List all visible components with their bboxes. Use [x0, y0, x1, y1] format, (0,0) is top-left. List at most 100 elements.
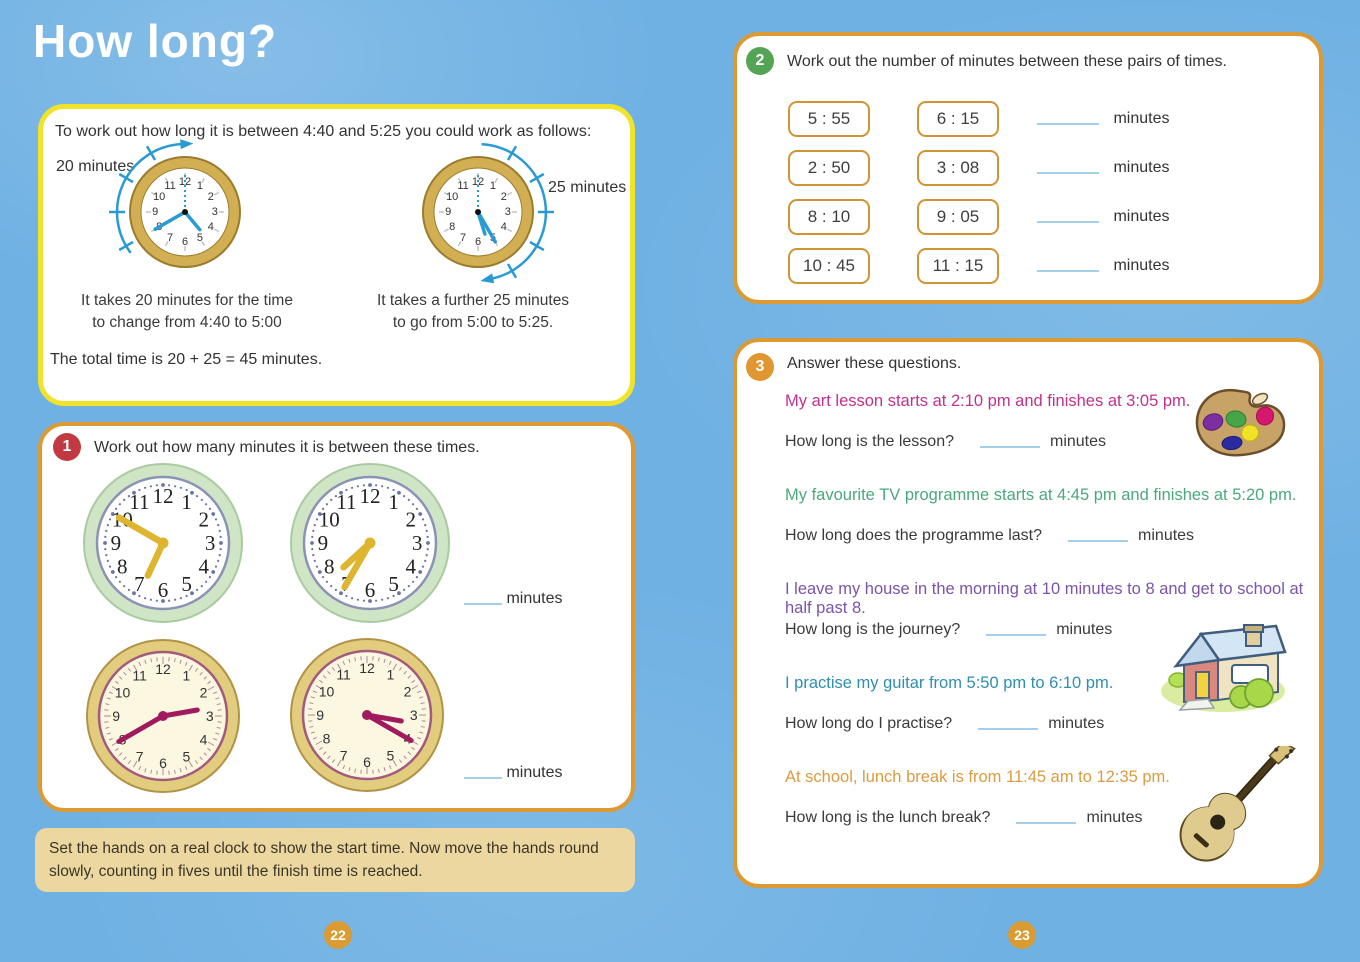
exercise1-prompt: Work out how many minutes it is between … — [94, 439, 480, 456]
svg-text:4: 4 — [199, 555, 210, 579]
answer-blank[interactable] — [1016, 807, 1077, 824]
guitar-icon — [1167, 741, 1299, 869]
q3-question: How long is the journey? minutes — [785, 619, 1113, 638]
svg-text:8: 8 — [324, 555, 335, 579]
answer-blank[interactable] — [464, 588, 502, 605]
q4-statement: I practise my guitar from 5:50 pm to 6:1… — [785, 674, 1114, 692]
svg-text:8: 8 — [117, 555, 128, 579]
svg-text:6: 6 — [475, 236, 481, 248]
svg-text:12: 12 — [179, 176, 191, 188]
arc-label-20-minutes: 20 minutes — [56, 158, 135, 175]
time-box: 2 : 50 — [788, 150, 870, 186]
answer-blank[interactable] — [986, 619, 1047, 636]
exercise2-prompt: Work out the number of minutes between t… — [787, 53, 1227, 70]
svg-text:5: 5 — [181, 572, 192, 596]
svg-text:8: 8 — [449, 221, 455, 233]
svg-text:5: 5 — [197, 232, 203, 244]
exercise1-answer-2: minutes — [464, 762, 562, 782]
q3-statement: I leave my house in the morning at 10 mi… — [785, 580, 1304, 617]
svg-text:8: 8 — [323, 730, 331, 746]
svg-text:6: 6 — [158, 578, 169, 602]
answer-blank[interactable] — [1037, 255, 1099, 272]
svg-text:11: 11 — [336, 667, 351, 683]
house-icon — [1156, 612, 1293, 719]
svg-text:7: 7 — [460, 232, 466, 244]
answer-blank[interactable] — [464, 762, 502, 779]
exercise1-answer-1: minutes — [464, 588, 562, 608]
svg-text:9: 9 — [152, 206, 158, 218]
svg-text:11: 11 — [457, 180, 468, 192]
example-box: To work out how long it is between 4:40 … — [38, 104, 635, 406]
example-clock-525: 123456789101112 — [403, 128, 588, 305]
answer-blank[interactable] — [978, 713, 1039, 730]
answer-blank[interactable] — [1037, 157, 1099, 174]
svg-text:7: 7 — [134, 572, 145, 596]
answer-blank[interactable] — [1068, 525, 1129, 542]
svg-text:11: 11 — [129, 490, 149, 514]
svg-text:11: 11 — [336, 490, 356, 514]
svg-text:1: 1 — [388, 490, 399, 514]
svg-text:3: 3 — [412, 531, 423, 555]
svg-text:2: 2 — [200, 685, 208, 701]
q4-question: How long do I practise? minutes — [785, 713, 1105, 732]
svg-text:1: 1 — [387, 667, 395, 683]
svg-text:12: 12 — [472, 176, 484, 188]
q2-question: How long does the programme last? minutes — [785, 525, 1195, 544]
q5-statement: At school, lunch break is from 11:45 am … — [785, 768, 1170, 786]
svg-text:9: 9 — [112, 708, 120, 724]
svg-text:9: 9 — [316, 707, 324, 723]
svg-text:2: 2 — [406, 507, 417, 531]
time-box: 6 : 15 — [917, 101, 999, 137]
answer-blank[interactable] — [1037, 108, 1099, 125]
svg-text:10: 10 — [319, 507, 340, 531]
svg-text:4: 4 — [200, 731, 208, 747]
svg-text:10: 10 — [115, 685, 131, 701]
svg-text:6: 6 — [365, 578, 376, 602]
svg-text:3: 3 — [206, 708, 214, 724]
exercise2-answer-2: minutes — [1037, 157, 1169, 177]
page-number-right: 23 — [1008, 921, 1036, 949]
svg-text:2: 2 — [501, 191, 507, 203]
svg-text:11: 11 — [132, 668, 147, 684]
svg-text:10: 10 — [153, 191, 165, 203]
svg-text:12: 12 — [359, 660, 375, 676]
svg-text:12: 12 — [153, 484, 174, 508]
svg-text:5: 5 — [388, 572, 399, 596]
svg-text:2: 2 — [208, 191, 214, 203]
exercise2-answer-1: minutes — [1037, 108, 1169, 128]
svg-text:6: 6 — [363, 754, 371, 770]
svg-text:3: 3 — [205, 531, 216, 555]
exercise3-badge: 3 — [746, 353, 774, 381]
svg-text:6: 6 — [182, 236, 188, 248]
time-box: 9 : 05 — [917, 199, 999, 235]
answer-blank[interactable] — [979, 431, 1040, 448]
exercise1-clock-end-1: 123456789101112 — [288, 461, 452, 630]
exercise2-badge: 2 — [746, 47, 774, 75]
svg-text:1: 1 — [197, 180, 203, 192]
svg-text:9: 9 — [445, 206, 451, 218]
svg-text:1: 1 — [183, 668, 191, 684]
time-box: 3 : 08 — [917, 150, 999, 186]
svg-text:3: 3 — [212, 206, 218, 218]
time-box: 11 : 15 — [917, 248, 999, 284]
svg-text:4: 4 — [501, 221, 507, 233]
svg-text:12: 12 — [360, 484, 381, 508]
answer-blank[interactable] — [1037, 206, 1099, 223]
svg-text:4: 4 — [208, 221, 214, 233]
svg-text:1: 1 — [181, 490, 192, 514]
example-caption-2: It takes a further 25 minutes to go from… — [376, 292, 570, 331]
time-box: 8 : 10 — [788, 199, 870, 235]
svg-text:7: 7 — [136, 749, 144, 765]
svg-text:12: 12 — [155, 661, 171, 677]
exercise2-box: 2 Work out the number of minutes between… — [733, 32, 1323, 304]
exercise2-answer-3: minutes — [1037, 206, 1169, 226]
q2-statement: My favourite TV programme starts at 4:45… — [785, 486, 1297, 504]
exercise2-answer-4: minutes — [1037, 255, 1169, 275]
page-title: How long? — [33, 15, 278, 67]
paint-palette-icon — [1189, 384, 1291, 467]
svg-text:10: 10 — [446, 191, 458, 203]
tip-box: Set the hands on a real clock to show th… — [35, 828, 635, 892]
svg-text:9: 9 — [318, 531, 329, 555]
svg-text:7: 7 — [167, 232, 173, 244]
